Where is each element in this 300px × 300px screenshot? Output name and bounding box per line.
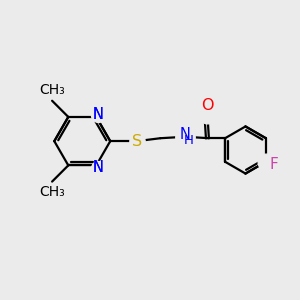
- Text: O: O: [201, 98, 214, 113]
- Text: CH₃: CH₃: [39, 185, 65, 199]
- Text: N: N: [92, 107, 103, 122]
- Text: N: N: [92, 160, 103, 175]
- Text: N: N: [92, 107, 103, 122]
- Text: H: H: [184, 134, 194, 147]
- Text: N: N: [92, 160, 103, 175]
- Text: CH₃: CH₃: [39, 83, 65, 97]
- Text: F: F: [269, 157, 278, 172]
- Text: N: N: [179, 127, 190, 142]
- Text: S: S: [132, 134, 142, 149]
